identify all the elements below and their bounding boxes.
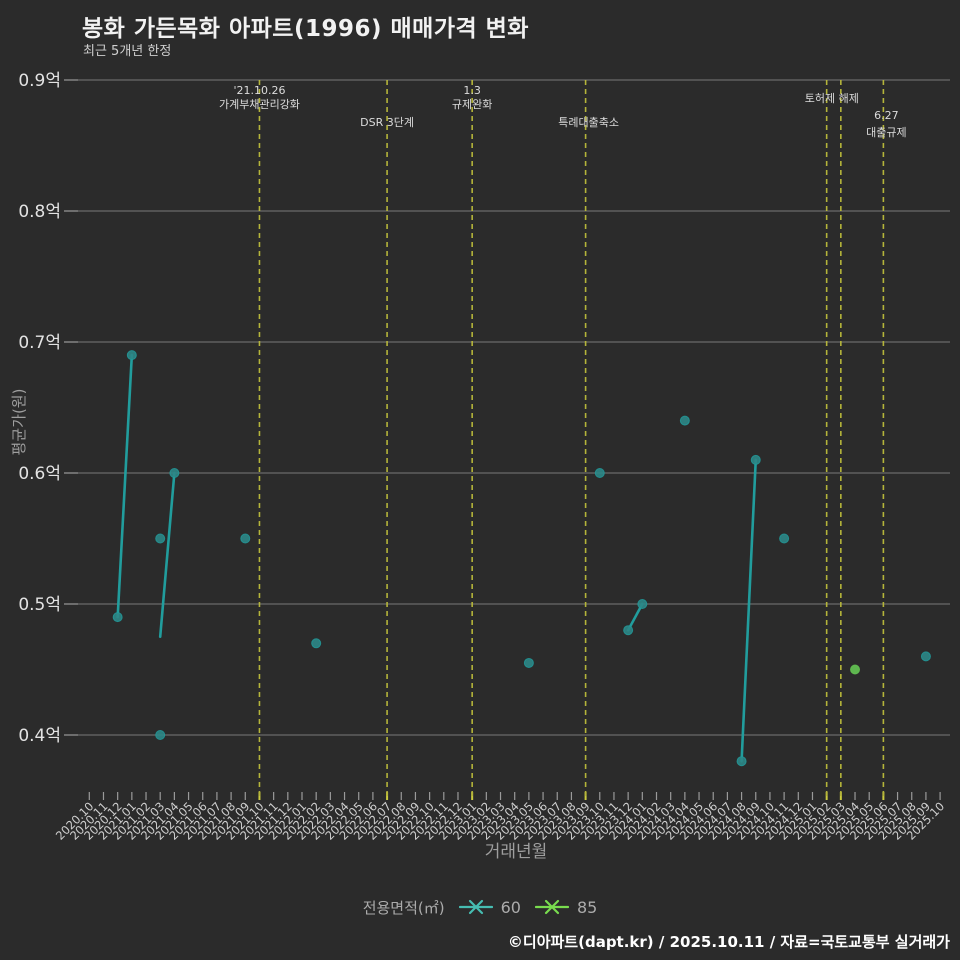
policy-label: 규제완화 <box>452 98 492 111</box>
data-point-60 <box>169 468 180 478</box>
data-point-60 <box>736 756 747 767</box>
line-marker-icon <box>458 899 493 915</box>
policy-label: 특례대출축소 <box>558 116 619 129</box>
legend-item-60: 60 <box>458 897 521 917</box>
policy-event-lines <box>258 80 885 800</box>
source-credit: ©디아파트(dapt.kr) / 2025.10.11 / 자료=국토교통부 실… <box>507 933 950 951</box>
y-tick-label: 0.6억 <box>18 464 61 484</box>
y-tick-label: 0.8억 <box>18 202 61 222</box>
data-point-60 <box>523 657 534 668</box>
data-point-85 <box>850 664 861 675</box>
chart-subtitle: 최근 5개년 한정 <box>83 44 172 59</box>
policy-label: 6.27 <box>874 109 899 122</box>
data-point-60 <box>637 599 648 609</box>
legend-label-85: 85 <box>576 897 598 917</box>
series-points-60 <box>112 350 931 767</box>
legend-item-85: 85 <box>534 897 598 917</box>
policy-label: 가계부채관리강화 <box>219 98 300 111</box>
data-point-60 <box>920 651 931 662</box>
legend: 전용면적(㎡) 60 85 <box>0 892 960 922</box>
data-point-60 <box>679 415 690 426</box>
trend-segment <box>740 458 758 763</box>
data-point-60 <box>750 454 761 465</box>
line-marker-icon <box>534 899 569 915</box>
x-axis-labels: 2020.102020.112020.122021.012021.022021.… <box>53 799 947 843</box>
data-point-60 <box>126 350 137 361</box>
data-point-60 <box>112 612 123 623</box>
trend-segment <box>116 353 134 619</box>
y-gridlines <box>78 79 950 736</box>
y-axis-title: 평균가(원) <box>10 389 28 456</box>
policy-label: DSR 3단계 <box>360 116 414 129</box>
data-point-60 <box>623 625 634 636</box>
x-axis-title: 거래년월 <box>485 842 548 862</box>
y-tick-label: 0.5억 <box>18 595 61 615</box>
series-segments-60 <box>116 353 758 763</box>
data-point-60 <box>240 533 251 544</box>
y-axis-ticks: 0.9억 0.8억 0.7억 0.6억 0.5억 0.4억 <box>18 71 78 746</box>
policy-label: '21.10.26 <box>233 84 285 97</box>
data-point-60 <box>779 533 790 544</box>
chart-title: 봉화 가든목화 아파트(1996) 매매가격 변화 <box>82 16 529 42</box>
y-tick-label: 0.4억 <box>18 726 61 746</box>
policy-label: 토허제 해제 <box>805 91 859 105</box>
x-axis-ticks <box>88 792 941 800</box>
data-point-60 <box>594 468 605 478</box>
trend-segment <box>158 471 176 639</box>
policy-label: 1.3 <box>463 84 481 97</box>
policy-label: 대출규제 <box>866 126 906 139</box>
y-tick-label: 0.7억 <box>18 333 61 353</box>
series-points-85 <box>850 664 861 675</box>
data-point-60 <box>155 730 166 740</box>
data-point-60 <box>311 638 322 649</box>
y-tick-label: 0.9억 <box>18 71 61 91</box>
legend-label-60: 60 <box>500 897 521 917</box>
legend-title: 전용면적(㎡) <box>362 898 445 917</box>
data-point-60 <box>155 533 166 544</box>
